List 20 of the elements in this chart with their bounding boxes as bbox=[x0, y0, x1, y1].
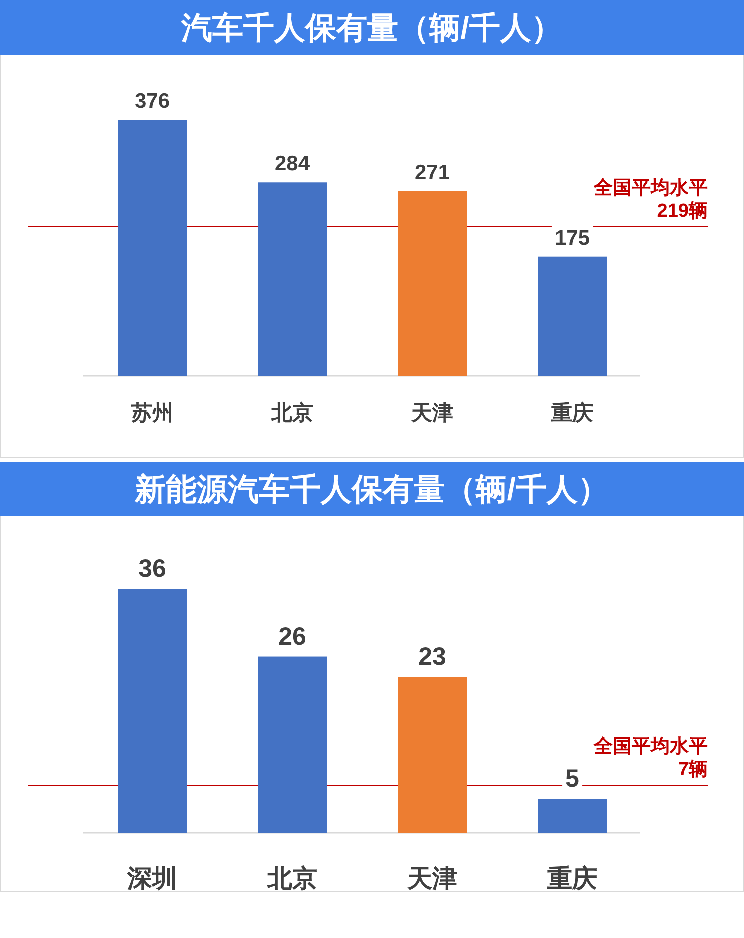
x-tick-label: 深圳 bbox=[126, 865, 178, 893]
x-tick-label: 重庆 bbox=[546, 865, 598, 893]
data-label: 271 bbox=[414, 161, 450, 184]
data-label: 284 bbox=[274, 152, 310, 176]
chart-title: 新能源汽车千人保有量（辆/千人） bbox=[134, 472, 609, 507]
data-label: 376 bbox=[134, 90, 170, 113]
data-label: 36 bbox=[138, 555, 166, 583]
data-label: 23 bbox=[418, 643, 446, 672]
x-tick-label: 重庆 bbox=[550, 401, 594, 425]
x-tick-label: 苏州 bbox=[130, 402, 174, 425]
x-tick-label: 天津 bbox=[410, 402, 454, 425]
x-tick-label: 北京 bbox=[270, 401, 314, 425]
x-tick-label: 北京 bbox=[266, 865, 318, 893]
ref-line-label: 全国平均水平 7辆 bbox=[593, 736, 708, 781]
data-label: 5 bbox=[566, 765, 580, 794]
x-tick-label: 天津 bbox=[406, 865, 458, 893]
data-label: 26 bbox=[278, 622, 306, 651]
chart-title: 汽车千人保有量（辆/千人） bbox=[180, 10, 562, 46]
ref-line-label: 全国平均水平 219辆 bbox=[593, 176, 708, 222]
data-label: 175 bbox=[554, 226, 590, 250]
